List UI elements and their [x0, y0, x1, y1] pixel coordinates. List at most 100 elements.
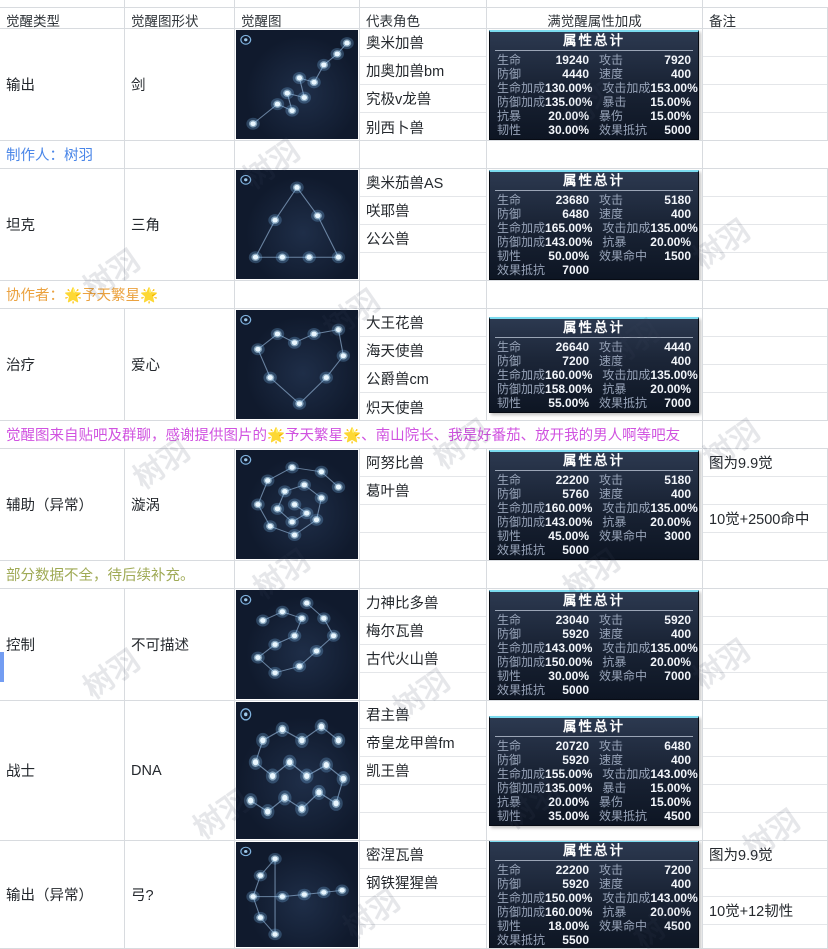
- character-cell[interactable]: 奥米加兽: [360, 29, 486, 57]
- stats-panel-cell[interactable]: 属性总计 生命 23680 攻击 5180 防御 6480 速度 400 生命加成 165.00% 攻…: [487, 169, 703, 280]
- note-cell[interactable]: [703, 365, 827, 393]
- awaken-type-cell[interactable]: 坦克: [0, 169, 125, 280]
- note-cell[interactable]: [703, 309, 827, 337]
- character-cell[interactable]: 究极v龙兽: [360, 85, 486, 113]
- note-cell[interactable]: [703, 57, 827, 85]
- awaken-shape-cell[interactable]: 爱心: [125, 309, 235, 420]
- stat-value: 55.00%: [548, 395, 589, 410]
- header-awaken-type[interactable]: 觉醒类型: [0, 8, 125, 28]
- note-cell[interactable]: [703, 113, 827, 140]
- character-cell[interactable]: 葛叶兽: [360, 477, 486, 505]
- character-cell[interactable]: 君主兽: [360, 701, 486, 729]
- note-cell[interactable]: [703, 533, 827, 560]
- note-cell[interactable]: 10觉+12韧性: [703, 897, 827, 925]
- credits-note-row[interactable]: 觉醒图来自贴吧及群聊，感谢提供图片的🌟予天繁星🌟、南山院长、我是好番茄、放开我的…: [0, 421, 828, 449]
- stats-panel-cell[interactable]: 属性总计 生命 22200 攻击 7200 防御 5920 速度 400 生命加成 150.00% 攻…: [487, 841, 703, 948]
- awaken-image-cell[interactable]: [235, 841, 360, 948]
- character-cell[interactable]: 梅尔瓦兽: [360, 617, 486, 645]
- stat-value: 5920: [562, 626, 589, 641]
- awaken-type-cell[interactable]: 输出（异常）: [0, 841, 125, 948]
- note-cell[interactable]: [703, 785, 827, 813]
- note-cell[interactable]: [703, 85, 827, 113]
- awaken-shape-cell[interactable]: 弓?: [125, 841, 235, 948]
- producer-note-row[interactable]: 制作人：树羽: [0, 141, 828, 169]
- note-cell[interactable]: [703, 225, 827, 253]
- character-cell[interactable]: [360, 785, 486, 813]
- character-cell[interactable]: 加奥加兽bm: [360, 57, 486, 85]
- note-cell[interactable]: 图为9.9觉: [703, 841, 827, 869]
- character-cell[interactable]: 奥米茄兽AS: [360, 169, 486, 197]
- awaken-shape-cell[interactable]: 三角: [125, 169, 235, 280]
- stat-value: 143.00%: [650, 890, 698, 905]
- note-cell[interactable]: [703, 813, 827, 840]
- awaken-type-cell[interactable]: 辅助（异常）: [0, 449, 125, 560]
- awaken-shape-cell[interactable]: 漩涡: [125, 449, 235, 560]
- header-stat-bonus[interactable]: 满觉醒属性加成: [487, 8, 703, 28]
- character-cell[interactable]: [360, 253, 486, 280]
- character-cell[interactable]: [360, 533, 486, 560]
- awaken-image-cell[interactable]: [235, 589, 360, 700]
- note-cell[interactable]: [703, 925, 827, 948]
- header-characters[interactable]: 代表角色: [360, 8, 487, 28]
- note-cell[interactable]: [703, 477, 827, 505]
- character-cell[interactable]: [360, 925, 486, 948]
- header-notes[interactable]: 备注: [703, 8, 828, 28]
- awaken-type-cell[interactable]: 战士: [0, 701, 125, 840]
- character-cell[interactable]: 帝皇龙甲兽fm: [360, 729, 486, 757]
- character-cell[interactable]: [360, 897, 486, 925]
- note-cell[interactable]: [703, 169, 827, 197]
- character-cell[interactable]: 阿努比兽: [360, 449, 486, 477]
- character-cell[interactable]: 凯王兽: [360, 757, 486, 785]
- character-cell[interactable]: 咲耶兽: [360, 197, 486, 225]
- awaken-image-cell[interactable]: [235, 449, 360, 560]
- awaken-shape-cell[interactable]: 剑: [125, 29, 235, 140]
- note-cell[interactable]: [703, 29, 827, 57]
- character-cell[interactable]: 密涅瓦兽: [360, 841, 486, 869]
- stats-panel-cell[interactable]: 属性总计 生命 22200 攻击 5180 防御 5760 速度 400 生命加成 160.00% 攻…: [487, 449, 703, 560]
- awaken-image-cell[interactable]: [235, 701, 360, 840]
- header-awaken-shape[interactable]: 觉醒图形状: [125, 8, 235, 28]
- stats-panel-cell[interactable]: 属性总计 生命 23040 攻击 5920 防御 5920 速度 400 生命加成 143.00% 攻…: [487, 589, 703, 700]
- note-cell[interactable]: [703, 393, 827, 420]
- character-cell[interactable]: [360, 505, 486, 533]
- stats-panel-cell[interactable]: 属性总计 生命 26640 攻击 4440 防御 7200 速度 400 生命加成 160.00% 攻…: [487, 309, 703, 420]
- stats-panel-cell[interactable]: 属性总计 生命 19240 攻击 7920 防御 4440 速度 400 生命加成 130.00% 攻…: [487, 29, 703, 140]
- awaken-image-cell[interactable]: [235, 29, 360, 140]
- incomplete-note-row[interactable]: 部分数据不全，待后续补充。: [0, 561, 828, 589]
- stat-value: 150.00%: [545, 890, 593, 905]
- character-cell[interactable]: 海天使兽: [360, 337, 486, 365]
- collaborator-note-row[interactable]: 协作者：🌟予天繁星🌟: [0, 281, 828, 309]
- awaken-shape-cell[interactable]: DNA: [125, 701, 235, 840]
- awaken-type-cell[interactable]: 治疗: [0, 309, 125, 420]
- note-cell[interactable]: [703, 869, 827, 897]
- character-cell[interactable]: 炽天使兽: [366, 400, 424, 417]
- stats-panel-cell[interactable]: 属性总计 生命 20720 攻击 6480 防御 5920 速度 400 生命加成 155.00% 攻…: [487, 701, 703, 840]
- note-cell[interactable]: [703, 253, 827, 280]
- character-cell[interactable]: 公公兽: [360, 225, 486, 253]
- awaken-shape-cell[interactable]: 不可描述: [125, 589, 235, 700]
- note-cell[interactable]: [703, 757, 827, 785]
- note-cell[interactable]: [703, 337, 827, 365]
- character-cell[interactable]: 公爵兽cm: [360, 365, 486, 393]
- note-cell[interactable]: [703, 197, 827, 225]
- character-cell[interactable]: [360, 673, 486, 700]
- note-cell[interactable]: 10觉+2500命中: [703, 505, 827, 533]
- note-cell[interactable]: 图为9.9觉: [703, 449, 827, 477]
- character-cell[interactable]: 别西卜兽: [366, 120, 424, 137]
- awaken-type-cell[interactable]: 输出: [0, 29, 125, 140]
- note-cell[interactable]: [703, 729, 827, 757]
- note-cell[interactable]: [703, 589, 827, 617]
- note-cell[interactable]: [703, 617, 827, 645]
- awaken-type-cell[interactable]: 控制: [0, 589, 125, 700]
- character-cell[interactable]: 力神比多兽: [360, 589, 486, 617]
- awaken-image-cell[interactable]: [235, 309, 360, 420]
- header-awaken-image[interactable]: 觉醒图: [235, 8, 360, 28]
- character-cell[interactable]: 古代火山兽: [360, 645, 486, 673]
- awaken-image-cell[interactable]: [235, 169, 360, 280]
- note-cell[interactable]: [703, 701, 827, 729]
- note-cell[interactable]: [703, 673, 827, 700]
- note-cell[interactable]: [703, 645, 827, 673]
- character-cell[interactable]: 大王花兽: [360, 309, 486, 337]
- character-cell[interactable]: [360, 813, 486, 840]
- character-cell[interactable]: 钢铁猩猩兽: [360, 869, 486, 897]
